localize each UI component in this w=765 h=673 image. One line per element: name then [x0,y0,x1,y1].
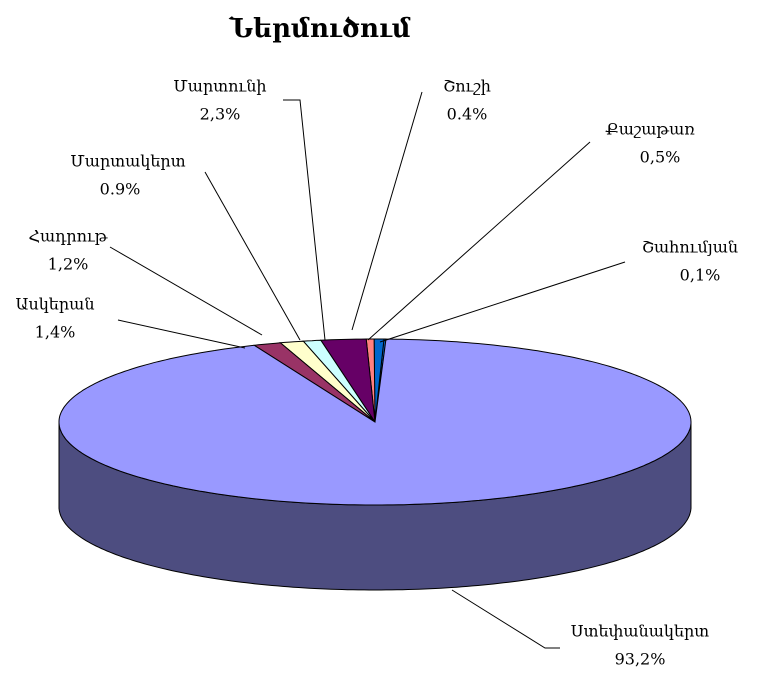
leader-line [351,91,423,331]
slice-value-label: 1,4% [35,323,76,342]
slice-top [252,342,376,423]
slice-label: Քաշաթառ [605,120,695,139]
slice-value-label: 93,2% [615,650,666,669]
leader-line [204,171,301,341]
leader-line [109,246,263,336]
slice-label: Մարտունի [173,77,266,96]
slice-label: Շուշի [443,77,491,96]
slice-label: Ասկերան [15,295,94,314]
chart-title: Ներմուծում [228,14,410,44]
leader-line [367,141,591,341]
slice-value-label: 0,5% [640,148,681,167]
leader-line [451,589,560,649]
slice-value-label: 0.4% [447,105,488,124]
slice-top [58,338,692,506]
leader-line [117,319,246,349]
leader-line [283,99,326,341]
slice-label: Հադրութ [29,227,108,246]
leader-line [379,261,626,343]
slice-value-label: 1,2% [48,255,89,274]
slice-value-label: 2,3% [200,105,241,124]
slice-value-label: 0.9% [100,180,141,199]
slice-label: Մարտակերտ [70,152,185,171]
slice-label: Ստեփանակերտ [571,622,710,641]
slice-value-label: 0,1% [680,266,721,285]
slice-label: Շահումյան [642,238,738,257]
